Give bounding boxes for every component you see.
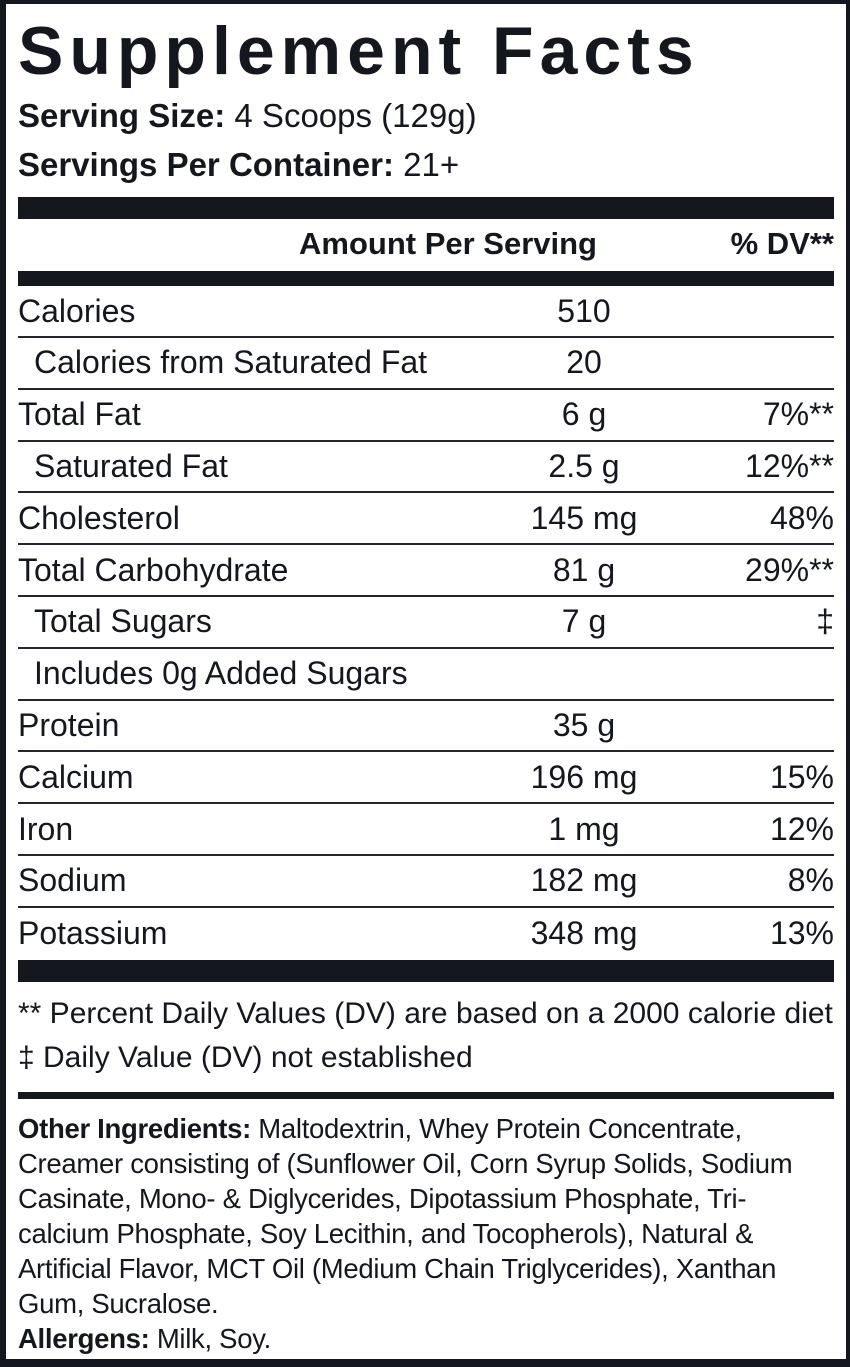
nutrient-amount: 510 [557, 292, 611, 329]
divider-thick-bottom [18, 959, 834, 982]
table-row: Calories from Saturated Fat 20 [18, 338, 834, 390]
nutrient-dv: 48% [769, 499, 834, 536]
allergens-text: Milk, Soy. [149, 1322, 271, 1354]
nutrient-name: Calcium [18, 758, 134, 795]
nutrient-name: Total Sugars [34, 603, 212, 640]
page-title: Supplement Facts [18, 13, 700, 89]
nutrient-dv: 29%** [745, 551, 834, 588]
nutrient-dv: 12% [769, 810, 834, 847]
nutrient-amount: 196 mg [530, 758, 638, 795]
other-ingredients-label: Other Ingredients: [18, 1112, 251, 1144]
nutrient-amount: 81 g [552, 551, 616, 588]
nutrient-name: Calories [18, 292, 136, 329]
nutrient-dv: 12%** [745, 448, 834, 485]
serving-size-value: 4 Scoops (129g) [234, 97, 477, 135]
table-row: Cholesterol 145 mg 48% [18, 493, 834, 546]
servings-per-container-line: Servings Per Container: 21+ [18, 146, 834, 185]
servings-per-container-label: Servings Per Container: [18, 146, 394, 184]
nutrient-name: Protein [18, 707, 120, 744]
nutrient-name: Total Fat [18, 396, 141, 433]
nutrient-amount: 6 g [561, 396, 607, 433]
servings-per-container-value: 21+ [403, 146, 460, 184]
table-row: Total Sugars 7 g ‡ [18, 597, 834, 649]
nutrient-name: Sodium [18, 862, 127, 899]
footnotes: ** Percent Daily Values (DV) are based o… [18, 982, 834, 1092]
nutrient-amount: 1 mg [548, 810, 620, 847]
nutrient-dv: 7%** [762, 396, 834, 433]
nutrient-dv: 15% [769, 758, 834, 795]
nutrient-name: Iron [18, 810, 74, 847]
nutrient-dv: 13% [769, 915, 834, 952]
allergens-paragraph: Allergens: Milk, Soy. [18, 1321, 834, 1356]
table-row: Calories 510 [18, 286, 834, 339]
nutrient-name: Calories from Saturated Fat [34, 344, 428, 381]
amount-per-serving-header: Amount Per Serving [299, 226, 597, 262]
footnote-dv-not-established: ‡ Daily Value (DV) not established [18, 1040, 473, 1074]
table-row: Total Carbohydrate 81 g 29%** [18, 545, 834, 598]
nutrient-name: Total Carbohydrate [18, 551, 289, 588]
divider-thick-top [18, 197, 834, 220]
table-header-row: Amount Per Serving % DV** [18, 219, 834, 271]
nutrient-name: Includes 0g Added Sugars [34, 655, 408, 692]
nutrient-dv: ‡ [816, 603, 834, 640]
nutrient-name: Saturated Fat [34, 448, 228, 485]
table-row: Includes 0g Added Sugars [18, 649, 834, 701]
nutrient-amount: 182 mg [530, 862, 638, 899]
nutrient-dv: 8% [787, 862, 834, 899]
divider-thick-under-header [18, 271, 834, 287]
table-row: Iron 1 mg 12% [18, 804, 834, 857]
nutrition-table: Calories 510 Calories from Saturated Fat… [18, 286, 834, 959]
bottom-text-block: Other Ingredients: Maltodextrin, Whey Pr… [18, 1111, 834, 1356]
nutrient-amount: 20 [566, 344, 602, 381]
divider-medium [18, 1091, 834, 1099]
nutrient-amount: 7 g [561, 603, 607, 640]
other-ingredients-text: Maltodextrin, Whey Protein Concentrate, … [18, 1112, 793, 1319]
table-row: Calcium 196 mg 15% [18, 752, 834, 805]
nutrient-amount: 2.5 g [548, 448, 620, 485]
nutrient-amount: 348 mg [530, 915, 638, 952]
table-row: Potassium 348 mg 13% [18, 908, 834, 960]
nutrient-name: Cholesterol [18, 499, 180, 536]
other-ingredients-paragraph: Other Ingredients: Maltodextrin, Whey Pr… [18, 1111, 834, 1321]
percent-dv-header: % DV** [730, 226, 834, 262]
serving-size-label: Serving Size: [18, 97, 226, 135]
nutrient-amount: 145 mg [530, 499, 638, 536]
nutrient-amount: 35 g [552, 707, 616, 744]
table-row: Saturated Fat 2.5 g 12%** [18, 442, 834, 494]
footnote-percent-dv: ** Percent Daily Values (DV) are based o… [18, 996, 833, 1030]
allergens-label: Allergens: [18, 1322, 150, 1354]
nutrient-name: Potassium [18, 915, 168, 952]
table-row: Total Fat 6 g 7%** [18, 390, 834, 442]
table-row: Sodium 182 mg 8% [18, 856, 834, 908]
table-row: Protein 35 g [18, 701, 834, 753]
serving-size-line: Serving Size: 4 Scoops (129g) [18, 97, 834, 136]
